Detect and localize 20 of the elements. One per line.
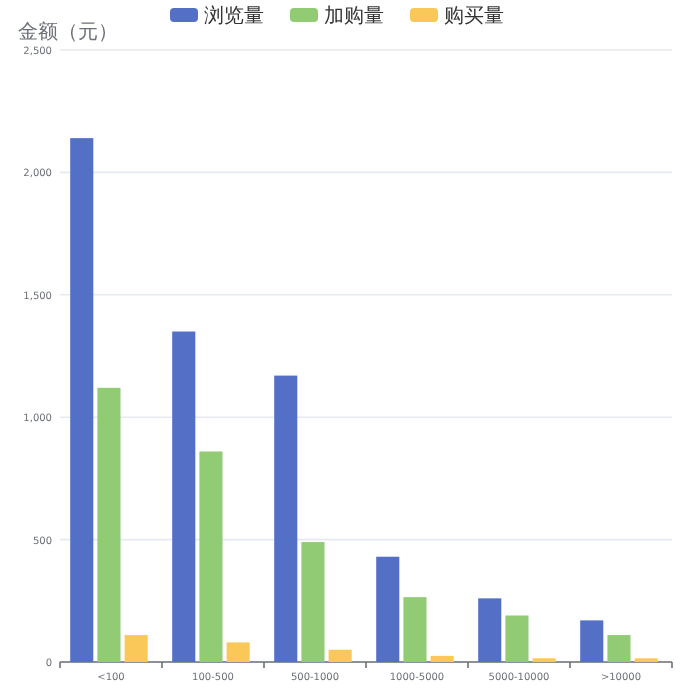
bar (226, 642, 250, 662)
legend-label: 购买量 (444, 6, 504, 28)
bar (430, 655, 454, 662)
bar (328, 649, 352, 662)
bar (376, 556, 400, 662)
bar (580, 620, 604, 662)
bar (70, 138, 94, 662)
bar (172, 331, 196, 662)
bar (478, 598, 502, 662)
bar (301, 542, 325, 662)
bar (199, 451, 223, 662)
legend-label: 浏览量 (204, 4, 264, 28)
legend-label: 加购量 (324, 4, 384, 28)
y-axis-title: 金额（元） (18, 20, 118, 44)
bar (97, 387, 121, 662)
bar (607, 635, 631, 662)
bar (403, 597, 427, 662)
bar (124, 635, 148, 662)
bar (274, 375, 298, 662)
bar (505, 615, 529, 662)
